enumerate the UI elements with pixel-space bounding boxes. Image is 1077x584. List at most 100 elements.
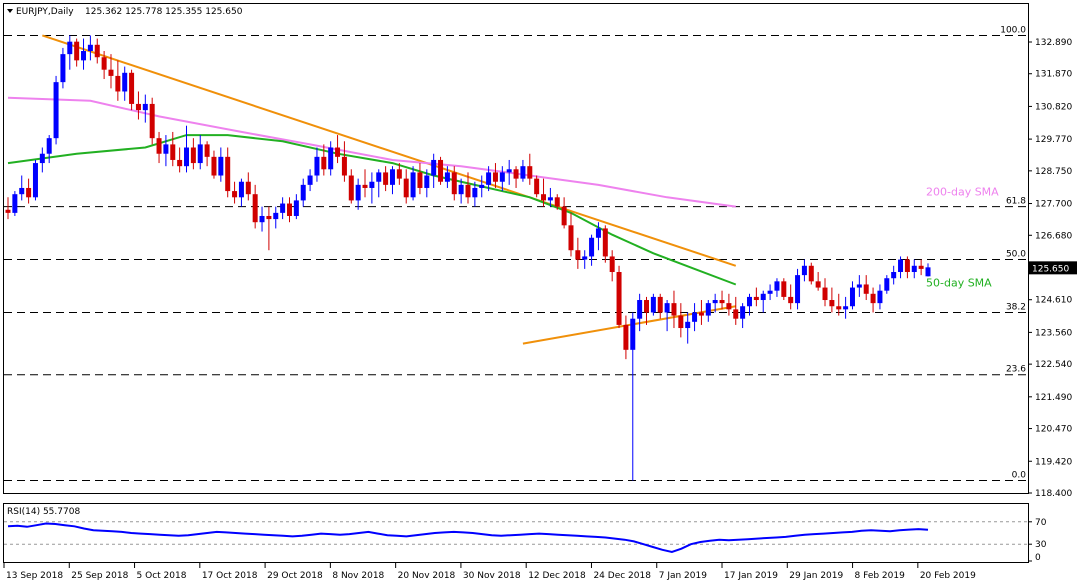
main-panel-frame (3, 3, 1029, 494)
sma50-annotation: 50-day SMA (926, 277, 992, 290)
candle-body (602, 228, 608, 257)
candle-body (499, 172, 505, 182)
candle-body (218, 156, 224, 176)
candle-body (465, 184, 471, 198)
candle-body (561, 206, 567, 226)
time-tick-label: 29 Jan 2019 (789, 571, 843, 581)
candle-body (94, 44, 100, 58)
candle-body (67, 41, 73, 55)
candle-body (122, 72, 128, 92)
fibonacci-levels: 100.0 61.8 50.0 38.2 23.6 0.0 (4, 25, 1028, 482)
price-tick-label: 127.700 (1035, 200, 1072, 210)
candle-body (623, 324, 629, 350)
price-tick-label: 131.870 (1035, 70, 1072, 80)
candle-body (815, 281, 821, 288)
time-tick-label: 17 Jan 2019 (724, 571, 778, 581)
candle-body (81, 51, 87, 61)
candle-body (898, 259, 904, 273)
candle-body (451, 172, 457, 195)
candle-body (637, 300, 643, 319)
dropdown-triangle-icon[interactable] (7, 9, 13, 13)
candle-body (410, 172, 416, 198)
candle-body (74, 41, 80, 61)
candle-body (582, 256, 588, 260)
time-tick-label: 12 Dec 2018 (528, 571, 586, 581)
price-tick-label: 129.770 (1035, 135, 1072, 145)
candle-body (541, 194, 547, 201)
candle-body (925, 267, 931, 277)
candle-body (403, 178, 409, 198)
candle-body (252, 194, 258, 223)
candle-body (177, 159, 183, 167)
candle-body (877, 290, 883, 304)
time-tick-label: 17 Oct 2018 (202, 571, 258, 581)
candle-body (135, 103, 141, 111)
candle-body (46, 138, 52, 154)
candle-body (458, 184, 464, 195)
price-tick-label: 120.470 (1035, 425, 1072, 435)
candle-body (753, 296, 759, 301)
candle-body (671, 303, 677, 316)
candle-body (829, 300, 835, 307)
candlesticks (5, 35, 931, 481)
time-tick-label: 5 Oct 2018 (137, 571, 187, 581)
candle-body (843, 306, 849, 310)
candle-body (156, 138, 162, 154)
rsi-tick-label: 0 (1035, 553, 1041, 563)
rsi-line (7, 522, 929, 554)
candle-body (870, 293, 876, 304)
candle-body (383, 172, 389, 185)
candle-body (431, 159, 437, 176)
candle-body (479, 184, 485, 188)
candle-body (101, 57, 107, 70)
time-tick-label: 20 Feb 2019 (920, 571, 976, 581)
candle-body (774, 281, 780, 291)
candle-body (891, 272, 897, 279)
candle-body (630, 318, 636, 350)
candle-body (698, 312, 704, 316)
time-tick-label: 24 Dec 2018 (593, 571, 651, 581)
rsi-tick-label: 70 (1035, 518, 1047, 528)
candle-body (513, 169, 519, 179)
candle-body (534, 178, 540, 195)
candle-body (211, 156, 217, 176)
candle-body (856, 284, 862, 288)
price-tick-label: 126.680 (1035, 231, 1072, 241)
candle-body (142, 103, 148, 111)
candle-body (170, 144, 176, 160)
candle-body (348, 175, 354, 201)
sma200-line (7, 96, 736, 208)
candle-body (438, 159, 444, 182)
candle-body (781, 281, 787, 297)
candle-body (238, 181, 244, 198)
time-tick-label: 30 Nov 2018 (463, 571, 521, 581)
candle-body (87, 44, 93, 52)
candle-body (589, 237, 595, 257)
time-tick-label: 13 Sep 2018 (6, 571, 63, 581)
candle-body (184, 147, 190, 167)
time-tick-label: 8 Nov 2018 (332, 571, 384, 581)
price-tick-label: 124.610 (1035, 296, 1072, 306)
candle-body (746, 296, 752, 307)
candle-body (801, 265, 807, 276)
rsi-panel-frame (3, 503, 1029, 563)
candle-body (884, 278, 890, 291)
candle-body (204, 144, 210, 157)
candle-body (918, 265, 924, 269)
candle-body (355, 184, 361, 201)
candle-body (26, 187, 32, 198)
candle-body (595, 228, 601, 238)
price-tick-label: 122.540 (1035, 360, 1072, 370)
candle-body (506, 169, 512, 173)
candle-body (19, 187, 25, 195)
fib-label: 0.0 (1012, 471, 1027, 481)
candle-body (692, 312, 698, 322)
candle-body (12, 194, 18, 213)
candle-body (520, 166, 526, 179)
fib-label: 100.0 (1000, 25, 1026, 35)
candle-body (575, 250, 581, 260)
candle-body (60, 54, 66, 83)
candle-body (376, 172, 382, 182)
rsi-tick-label: 30 (1035, 540, 1047, 550)
candle-body (492, 172, 498, 182)
